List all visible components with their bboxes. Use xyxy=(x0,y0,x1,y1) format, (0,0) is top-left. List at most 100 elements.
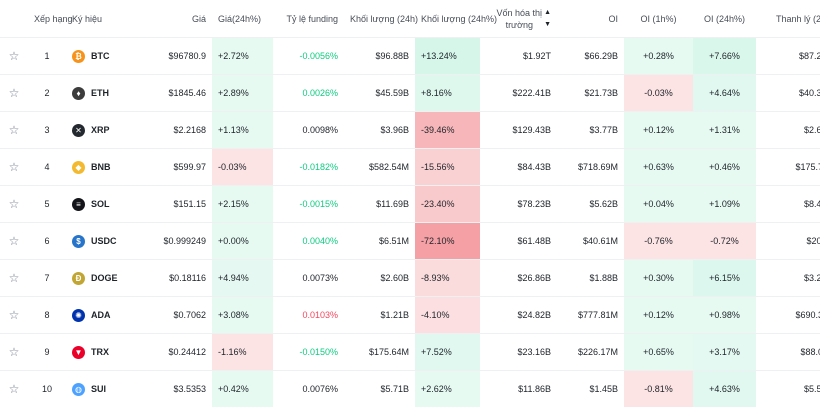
liquidation-cell: $2.66M xyxy=(756,112,820,149)
rank-header[interactable]: Xếp hạng xyxy=(28,0,66,38)
oi-1h-header[interactable]: OI (1h%) xyxy=(624,0,693,38)
favorite-star-icon[interactable]: ☆ xyxy=(0,75,28,112)
favorite-star-icon[interactable]: ☆ xyxy=(0,38,28,75)
change-cell: +0.00% xyxy=(212,223,273,260)
change-cell: +2.15% xyxy=(212,186,273,223)
favorite-header xyxy=(0,0,28,38)
sort-icon[interactable]: ▲▼ xyxy=(544,7,551,31)
change-header[interactable]: Giá(24h%) xyxy=(212,0,273,38)
volume-cell: $96.88B xyxy=(344,38,415,75)
volume-cell: $175.64M xyxy=(344,334,415,371)
volume-change-cell: -23.40% xyxy=(415,186,480,223)
solana-icon: ≡ xyxy=(72,198,85,211)
symbol-label: TRX xyxy=(91,347,109,357)
table-row[interactable]: ☆ 3 ✕ XRP $2.2168 +1.13% 0.0098% $3.96B … xyxy=(0,112,820,149)
liquidation-cell: $3.25M xyxy=(756,260,820,297)
volume-change-cell: -39.46% xyxy=(415,112,480,149)
oi-24h-header[interactable]: OI (24h%) xyxy=(693,0,756,38)
volume-cell: $582.54M xyxy=(344,149,415,186)
oi-24h-cell: +1.31% xyxy=(693,112,756,149)
tron-icon: ▼ xyxy=(72,346,85,359)
oi-1h-cell: +0.04% xyxy=(624,186,693,223)
change-cell: -1.16% xyxy=(212,334,273,371)
funding-cell: 0.0026% xyxy=(273,75,344,112)
oi-1h-cell: +0.30% xyxy=(624,260,693,297)
funding-header[interactable]: Tỷ lệ funding xyxy=(273,0,344,38)
liquidation-cell: $175.75K xyxy=(756,149,820,186)
oi-24h-cell: -0.72% xyxy=(693,223,756,260)
volume-header[interactable]: Khối lượng (24h) xyxy=(344,0,415,38)
oi-24h-cell: +0.98% xyxy=(693,297,756,334)
table-row[interactable]: ☆ 5 ≡ SOL $151.15 +2.15% -0.0015% $11.69… xyxy=(0,186,820,223)
symbol-cell[interactable]: ♦ ETH xyxy=(66,75,143,112)
market-cap-cell: $129.43B xyxy=(480,112,557,149)
favorite-star-icon[interactable]: ☆ xyxy=(0,112,28,149)
volume-cell: $1.21B xyxy=(344,297,415,334)
symbol-cell[interactable]: ₿ BTC xyxy=(66,38,143,75)
ethereum-icon: ♦ xyxy=(72,87,85,100)
oi-24h-cell: +6.15% xyxy=(693,260,756,297)
market-cap-header-line2: trường xyxy=(506,20,533,30)
oi-header[interactable]: OI xyxy=(557,0,624,38)
rank-cell: 2 xyxy=(28,75,66,112)
symbol-label: BNB xyxy=(91,162,111,172)
oi-24h-cell: +7.66% xyxy=(693,38,756,75)
change-cell: +0.42% xyxy=(212,371,273,407)
symbol-header[interactable]: Ký hiệu xyxy=(66,0,143,38)
oi-1h-cell: -0.03% xyxy=(624,75,693,112)
oi-24h-cell: +4.63% xyxy=(693,371,756,407)
table-row[interactable]: ☆ 1 ₿ BTC $96780.9 +2.72% -0.0056% $96.8… xyxy=(0,38,820,75)
volume-change-header[interactable]: Khối lượng (24h%) xyxy=(415,0,480,38)
price-cell: $0.7062 xyxy=(143,297,212,334)
market-cap-cell: $1.92T xyxy=(480,38,557,75)
oi-cell: $226.17M xyxy=(557,334,624,371)
favorite-star-icon[interactable]: ☆ xyxy=(0,149,28,186)
favorite-star-icon[interactable]: ☆ xyxy=(0,223,28,260)
oi-cell: $3.77B xyxy=(557,112,624,149)
table-row[interactable]: ☆ 6 $ USDC $0.999249 +0.00% 0.0040% $6.5… xyxy=(0,223,820,260)
change-cell: +2.72% xyxy=(212,38,273,75)
sui-icon: ◍ xyxy=(72,383,85,396)
price-cell: $0.18116 xyxy=(143,260,212,297)
liquidation-cell: $8.46M xyxy=(756,186,820,223)
symbol-label: ADA xyxy=(91,310,111,320)
favorite-star-icon[interactable]: ☆ xyxy=(0,371,28,407)
favorite-star-icon[interactable]: ☆ xyxy=(0,334,28,371)
oi-cell: $5.62B xyxy=(557,186,624,223)
oi-cell: $777.81M xyxy=(557,297,624,334)
symbol-cell[interactable]: ▼ TRX xyxy=(66,334,143,371)
table-row[interactable]: ☆ 7 Ð DOGE $0.18116 +4.94% 0.0073% $2.60… xyxy=(0,260,820,297)
symbol-cell[interactable]: $ USDC xyxy=(66,223,143,260)
symbol-cell[interactable]: Ð DOGE xyxy=(66,260,143,297)
table-row[interactable]: ☆ 9 ▼ TRX $0.24412 -1.16% -0.0150% $175.… xyxy=(0,334,820,371)
market-cap-cell: $84.43B xyxy=(480,149,557,186)
volume-change-cell: +2.62% xyxy=(415,371,480,407)
table-row[interactable]: ☆ 8 ✺ ADA $0.7062 +3.08% 0.0103% $1.21B … xyxy=(0,297,820,334)
oi-cell: $718.69M xyxy=(557,149,624,186)
bitcoin-icon: ₿ xyxy=(72,50,85,63)
symbol-cell[interactable]: ✕ XRP xyxy=(66,112,143,149)
symbol-cell[interactable]: ✺ ADA xyxy=(66,297,143,334)
table-row[interactable]: ☆ 2 ♦ ETH $1845.46 +2.89% 0.0026% $45.59… xyxy=(0,75,820,112)
favorite-star-icon[interactable]: ☆ xyxy=(0,260,28,297)
oi-1h-cell: +0.65% xyxy=(624,334,693,371)
table-row[interactable]: ☆ 4 ◆ BNB $599.97 -0.03% -0.0182% $582.5… xyxy=(0,149,820,186)
table-row[interactable]: ☆ 10 ◍ SUI $3.5353 +0.42% 0.0076% $5.71B… xyxy=(0,371,820,407)
symbol-cell[interactable]: ◍ SUI xyxy=(66,371,143,407)
oi-cell: $66.29B xyxy=(557,38,624,75)
symbol-cell[interactable]: ≡ SOL xyxy=(66,186,143,223)
price-cell: $0.24412 xyxy=(143,334,212,371)
symbol-label: SOL xyxy=(91,199,110,209)
favorite-star-icon[interactable]: ☆ xyxy=(0,297,28,334)
favorite-star-icon[interactable]: ☆ xyxy=(0,186,28,223)
symbol-cell[interactable]: ◆ BNB xyxy=(66,149,143,186)
rank-cell: 5 xyxy=(28,186,66,223)
liquidation-header[interactable]: Thanh lý (24h) xyxy=(756,0,820,38)
symbol-label: ETH xyxy=(91,88,109,98)
rank-cell: 9 xyxy=(28,334,66,371)
price-header[interactable]: Giá xyxy=(143,0,212,38)
oi-1h-cell: +0.28% xyxy=(624,38,693,75)
oi-1h-cell: +0.12% xyxy=(624,112,693,149)
rank-cell: 10 xyxy=(28,371,66,407)
